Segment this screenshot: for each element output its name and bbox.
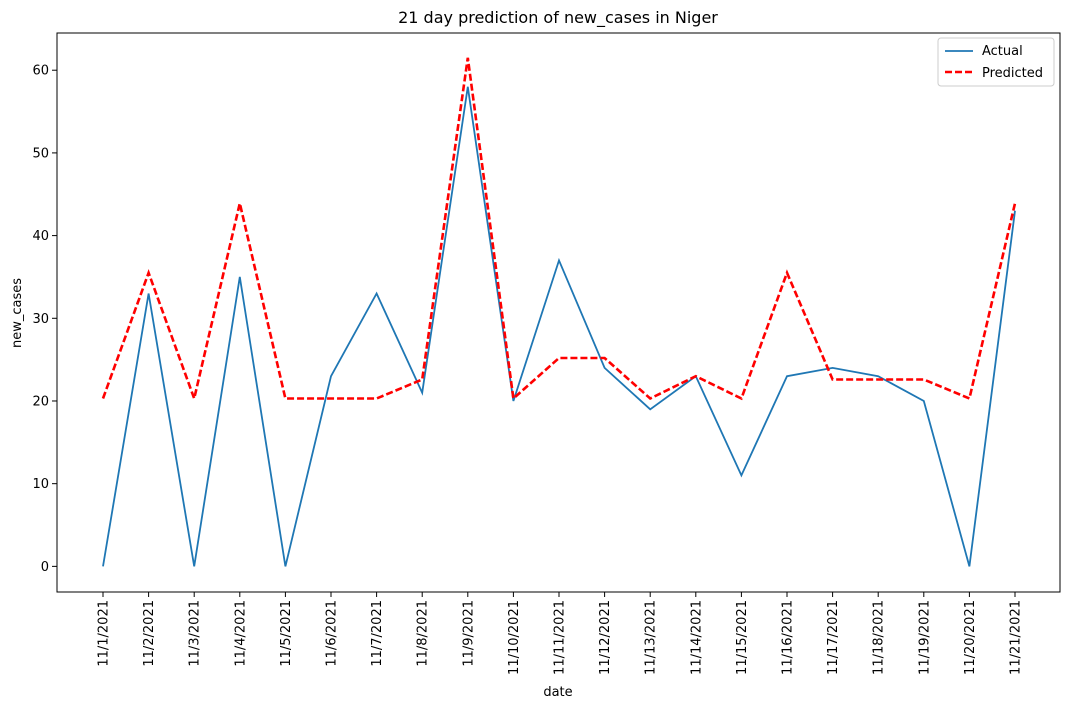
x-tick-label: 11/11/2021	[553, 600, 568, 675]
x-axis-label: date	[543, 685, 572, 700]
y-tick-label: 40	[32, 229, 49, 244]
x-tick-label: 11/8/2021	[416, 600, 431, 667]
y-tick-label: 10	[32, 477, 49, 492]
x-tick-label: 11/5/2021	[279, 600, 294, 667]
y-tick-label: 60	[32, 64, 49, 79]
x-tick-label: 11/17/2021	[826, 600, 841, 675]
x-tick-label: 11/12/2021	[598, 600, 613, 675]
plot-area	[56, 32, 1061, 593]
x-tick-label: 11/6/2021	[325, 600, 340, 667]
x-axis: 11/1/2021 11/2/2021 11/3/2021 11/4/2021 11/5…	[97, 592, 1024, 675]
x-tick-label: 11/7/2021	[370, 600, 385, 667]
series-line-predicted	[101, 57, 1017, 404]
x-tick-label: 11/13/2021	[644, 600, 659, 675]
series-layer	[101, 57, 1017, 567]
legend-label-actual: Actual	[982, 44, 1023, 59]
y-axis-label: new_cases	[10, 278, 25, 348]
x-tick-label: 11/1/2021	[97, 600, 112, 667]
series-line-actual	[102, 86, 1016, 567]
legend-label-predicted: Predicted	[982, 66, 1043, 81]
x-tick-label: 11/15/2021	[735, 600, 750, 675]
x-tick-label: 11/16/2021	[781, 600, 796, 675]
x-tick-label: 11/9/2021	[461, 600, 476, 667]
legend-box	[937, 37, 1055, 87]
y-tick-label: 50	[32, 146, 49, 161]
x-tick-label: 11/10/2021	[507, 600, 522, 675]
x-tick-label: 11/3/2021	[188, 600, 203, 667]
y-tick-label: 30	[32, 312, 49, 327]
x-tick-label: 11/18/2021	[872, 600, 887, 675]
x-tick-label: 11/4/2021	[233, 600, 248, 667]
x-tick-label: 11/2/2021	[142, 600, 157, 667]
y-tick-label: 0	[41, 560, 49, 575]
x-tick-label: 11/19/2021	[917, 600, 932, 675]
y-tick-label: 20	[32, 394, 49, 409]
x-tick-label: 11/14/2021	[689, 600, 704, 675]
legend: Actual Predicted	[937, 37, 1055, 87]
x-tick-label: 11/21/2021	[1009, 600, 1024, 675]
x-tick-label: 11/20/2021	[963, 600, 978, 675]
y-axis: 0 10 20 30 40 50 60	[32, 64, 57, 575]
chart-title: 21 day prediction of new_cases in Niger	[398, 8, 718, 28]
